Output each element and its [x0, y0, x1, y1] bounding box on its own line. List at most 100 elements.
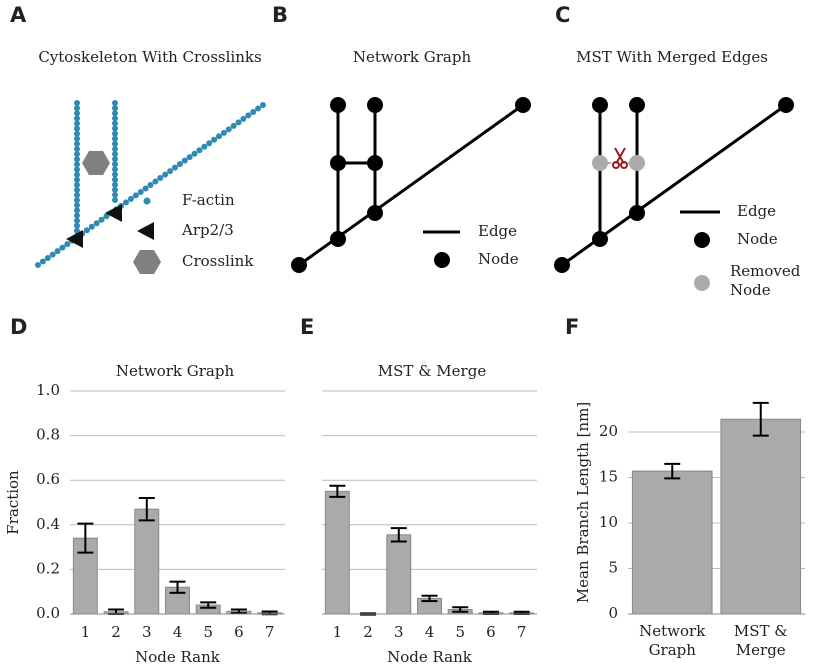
y-tick-label: 0.8: [36, 426, 60, 444]
actin-dot: [260, 102, 266, 108]
panel-title: Network Graph: [353, 48, 472, 66]
actin-dot: [112, 156, 118, 163]
y-tick-label: 0.2: [36, 559, 60, 577]
actin-dot: [74, 100, 80, 106]
actin-dot: [112, 145, 118, 152]
actin-dot: [235, 119, 242, 126]
y-tick-label: 0.0: [36, 604, 60, 622]
actin-dot: [112, 171, 118, 178]
legend-label: Node: [478, 250, 519, 268]
y-tick-label: 1.0: [36, 381, 60, 399]
crosslink: [82, 151, 110, 175]
actin-dot: [112, 176, 118, 183]
bar: [720, 418, 802, 615]
y-tick-label: 5: [608, 558, 618, 576]
actin-dot: [112, 115, 118, 122]
actin-dot: [74, 202, 80, 209]
x-tick-label: 1: [81, 623, 91, 641]
actin-dot: [147, 182, 154, 188]
actin-dot: [35, 262, 41, 268]
actin-dot: [74, 197, 80, 204]
x-tick-label: 6: [486, 623, 496, 641]
actin-dot: [74, 192, 80, 199]
legend-label: Node: [737, 230, 778, 248]
actin-dot: [186, 154, 193, 161]
actin-dot: [112, 166, 118, 173]
actin-dot: [250, 108, 257, 115]
actin-dot: [162, 171, 169, 178]
x-axis-label: Node Rank: [387, 648, 473, 666]
legend-label: Edge: [478, 222, 517, 240]
panel-letter: E: [300, 315, 314, 339]
actin-dot: [132, 192, 139, 199]
y-tick-label: 10: [599, 513, 618, 531]
x-tick-label: 7: [517, 623, 527, 641]
panel-letter: B: [272, 3, 288, 27]
actin-dot: [112, 105, 118, 112]
actin-dot: [74, 217, 80, 224]
actin-dot: [176, 161, 183, 168]
legend-label: Removed Node: [730, 262, 801, 299]
x-tick-label: 6: [234, 623, 244, 641]
legend-hexagon: [133, 250, 161, 274]
y-tick-label: 0: [608, 604, 618, 622]
actin-dot: [112, 125, 118, 132]
actin-dot: [74, 207, 80, 214]
actin-dot: [74, 176, 80, 183]
actin-dot: [123, 199, 130, 206]
actin-dot: [64, 241, 71, 248]
panel-letter: A: [10, 3, 27, 27]
actin-dot: [74, 135, 80, 142]
actin-dot: [74, 156, 80, 163]
bar: [134, 508, 160, 615]
panel-letter: D: [10, 315, 27, 339]
y-axis-label: Fraction: [4, 470, 22, 535]
x-tick-label: 4: [425, 623, 435, 641]
actin-dot: [83, 227, 90, 234]
actin-dot: [74, 186, 80, 193]
actin-dot: [74, 130, 80, 137]
actin-dot: [112, 135, 118, 142]
actin-dot: [112, 197, 118, 203]
actin-dot: [220, 129, 227, 136]
actin-dot: [112, 161, 118, 168]
legend-label: Arp2/3: [181, 221, 234, 239]
actin-dot: [142, 185, 149, 192]
actin-dot: [240, 115, 247, 122]
legend-label: F-actin: [182, 191, 235, 209]
x-tick-label: 5: [455, 623, 465, 641]
y-tick-label: 0.4: [36, 515, 60, 533]
actin-dot: [181, 157, 188, 164]
actin-dot: [74, 105, 80, 112]
actin-dot: [74, 171, 80, 178]
legend-label: Crosslink: [182, 252, 254, 270]
actin-dot: [88, 223, 95, 230]
actin-dot: [74, 140, 80, 147]
actin-dot: [112, 140, 118, 147]
arp23: [105, 204, 122, 222]
x-tick-label: 3: [142, 623, 152, 641]
actin-dot: [112, 120, 118, 127]
legend-label-box: Removed Node: [730, 262, 801, 299]
actin-dot: [74, 146, 80, 153]
actin-dot: [137, 188, 144, 195]
actin-dot: [74, 181, 80, 188]
actin-dot: [171, 164, 178, 171]
bar: [324, 490, 350, 615]
y-tick-label: 15: [599, 467, 618, 485]
legend-removed-node: [694, 275, 710, 291]
actin-dot: [74, 115, 80, 122]
chart-title: MST & Merge: [378, 362, 487, 380]
chart-title: Network Graph: [116, 362, 235, 380]
x-tick-label: 1: [333, 623, 343, 641]
actin-dot: [201, 143, 208, 150]
legend-triangle: [137, 222, 154, 240]
legend-node: [434, 252, 450, 268]
y-axis-label: Mean Branch Length [nm]: [574, 402, 592, 603]
x-tick-label: 5: [203, 623, 213, 641]
legend-dot: [143, 197, 151, 205]
x-tick-label: 2: [111, 623, 121, 641]
actin-dot: [74, 110, 80, 117]
actin-dot: [112, 191, 118, 198]
graph-nodes: [291, 97, 531, 273]
